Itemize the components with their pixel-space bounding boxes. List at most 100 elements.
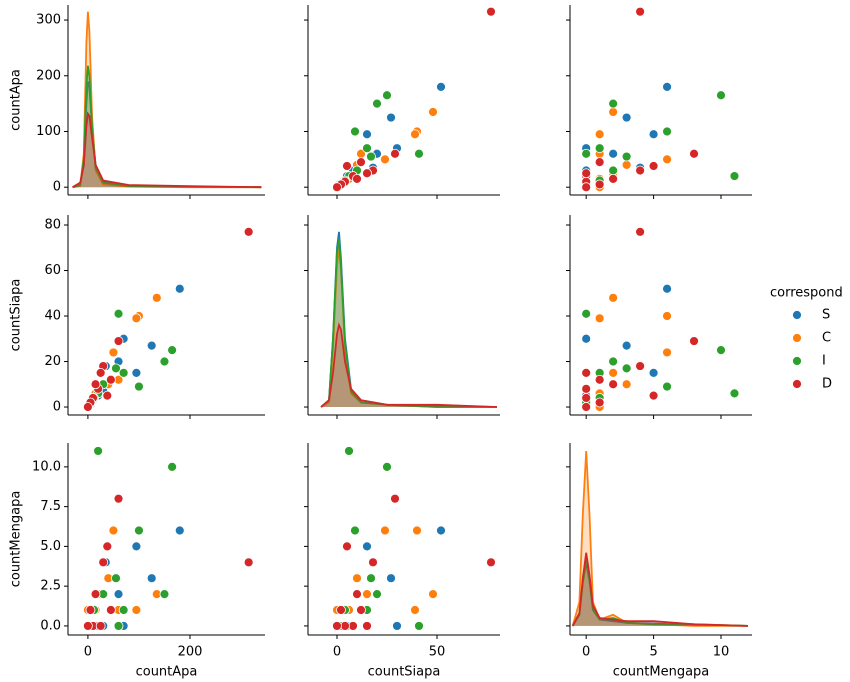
scatter-point — [85, 605, 96, 615]
scatter-point — [342, 541, 352, 552]
scatter-point — [621, 151, 632, 162]
y-tick-label: 40 — [44, 309, 61, 324]
kde-line — [72, 81, 262, 189]
scatter-point — [108, 525, 119, 536]
scatter-point — [594, 374, 605, 385]
scatter-point — [662, 82, 672, 92]
y-tick-label: 0 — [53, 180, 61, 195]
scatter-point — [131, 605, 142, 615]
kde-line — [571, 450, 748, 627]
y-tick-label: 60 — [44, 263, 61, 278]
scatter-point — [621, 160, 632, 170]
x-tick-label: 0 — [333, 645, 341, 660]
scatter-point — [95, 621, 106, 631]
scatter-point — [581, 383, 592, 394]
scatter-point — [414, 621, 424, 631]
scatter-point — [90, 379, 101, 390]
kde-fill — [72, 81, 262, 188]
scatter-point — [368, 557, 378, 568]
scatter-point — [428, 107, 438, 117]
scatter-point — [159, 589, 170, 600]
scatter-point — [621, 340, 632, 351]
x-tick-label: 10 — [713, 645, 730, 660]
scatter-point — [581, 308, 592, 319]
scatter-point — [380, 525, 390, 536]
kde-line — [72, 65, 262, 189]
scatter-point — [410, 129, 420, 140]
scatter-point — [689, 148, 699, 159]
x-tick-label: 50 — [429, 645, 446, 660]
scatter-point — [362, 168, 372, 179]
scatter-point — [159, 356, 170, 367]
scatter-point — [151, 292, 162, 303]
scatter-point — [113, 493, 124, 504]
scatter-point — [108, 347, 119, 358]
scatter-point — [362, 589, 372, 600]
y-axis-label: countApa — [9, 69, 24, 131]
scatter-point — [146, 340, 157, 351]
scatter-point — [581, 333, 592, 344]
scatter-point — [111, 363, 121, 374]
scatter-point — [118, 368, 129, 378]
scatter-point — [581, 182, 592, 193]
scatter-point — [350, 126, 360, 137]
scatter-point — [662, 311, 672, 321]
scatter-point — [134, 381, 144, 392]
scatter-point — [174, 525, 185, 536]
scatter-point — [635, 361, 646, 371]
scatter-point — [608, 292, 619, 303]
scatter-point — [342, 161, 352, 171]
y-tick-label: 2.5 — [40, 579, 61, 594]
kde-fill — [321, 247, 497, 408]
scatter-point — [436, 82, 446, 92]
scatter-point — [486, 557, 496, 568]
scatter-point — [621, 379, 632, 390]
scatter-point — [167, 461, 178, 472]
legend-marker — [792, 356, 802, 366]
scatter-point — [352, 173, 362, 184]
scatter-point — [662, 126, 672, 137]
y-tick-label: 20 — [44, 354, 61, 369]
scatter-point — [356, 157, 366, 168]
kde-fill — [572, 559, 748, 626]
y-tick-label: 10.0 — [32, 459, 61, 474]
scatter-point — [350, 525, 360, 536]
y-tick-label: 200 — [36, 68, 61, 83]
scatter-point — [366, 573, 376, 584]
x-axis-label: countSiapa — [368, 665, 441, 680]
scatter-point — [581, 368, 592, 378]
scatter-point — [366, 151, 376, 162]
scatter-point — [352, 573, 362, 584]
y-axis-label: countMengapa — [9, 491, 24, 588]
scatter-point — [608, 107, 619, 117]
scatter-point — [648, 161, 659, 171]
kde-line — [72, 11, 262, 189]
scatter-point — [362, 541, 372, 552]
scatter-point — [356, 605, 366, 615]
scatter-point — [594, 313, 605, 324]
scatter-point — [352, 589, 362, 600]
scatter-point — [362, 621, 372, 631]
scatter-point — [662, 154, 672, 165]
scatter-point — [111, 573, 121, 584]
scatter-point — [608, 98, 619, 109]
kde-fill — [572, 552, 748, 626]
scatter-point — [390, 148, 400, 159]
scatter-point — [486, 6, 496, 17]
scatter-point — [689, 336, 699, 346]
scatter-point — [113, 621, 124, 631]
scatter-point — [134, 525, 144, 536]
x-tick-label: 0 — [582, 645, 590, 660]
scatter-point — [243, 557, 254, 568]
scatter-point — [95, 368, 106, 378]
scatter-point — [635, 6, 646, 17]
scatter-point — [635, 165, 646, 176]
kde-line — [72, 111, 262, 189]
y-tick-label: 100 — [36, 124, 61, 139]
scatter-point — [131, 541, 142, 552]
scatter-point — [362, 143, 372, 154]
scatter-point — [243, 226, 254, 237]
scatter-point — [118, 605, 129, 615]
y-tick-label: 300 — [36, 13, 61, 28]
